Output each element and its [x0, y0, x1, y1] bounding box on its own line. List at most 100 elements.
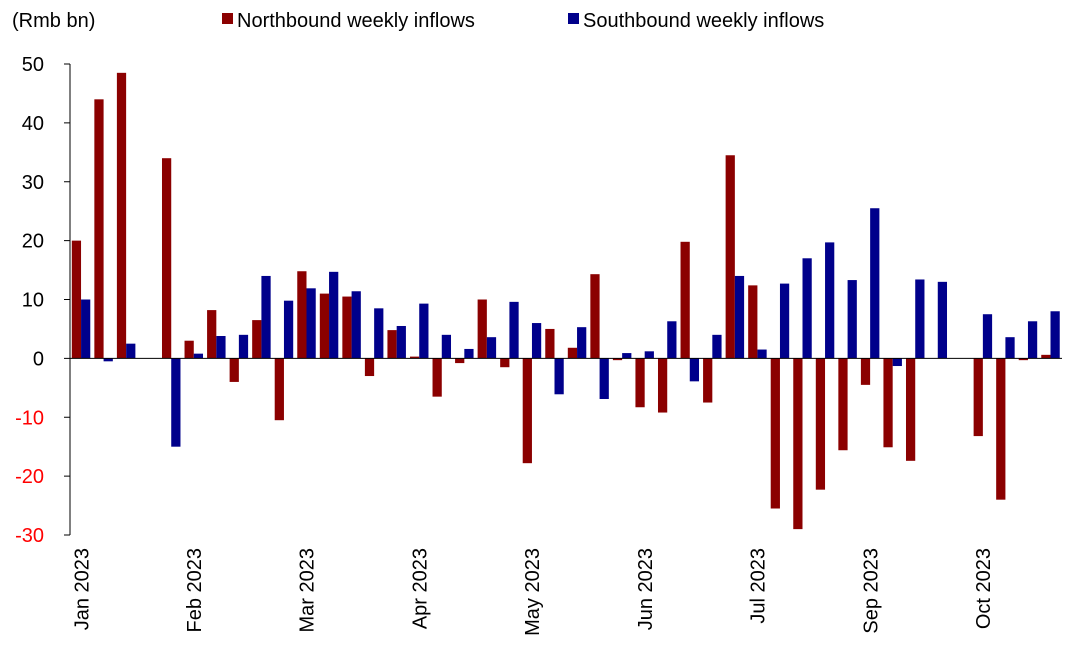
northbound-bar	[522, 358, 532, 464]
southbound-bar	[1050, 311, 1060, 359]
northbound-bar	[996, 358, 1006, 500]
southbound-bar	[757, 349, 767, 359]
southbound-bar	[779, 283, 790, 359]
y-tick-label: 30	[22, 172, 44, 194]
northbound-bar	[793, 358, 803, 530]
southbound-bar	[1005, 337, 1015, 359]
y-tick-label: 10	[22, 290, 44, 312]
legend-label-northbound: Northbound weekly inflows	[237, 10, 475, 32]
northbound-bar	[567, 347, 578, 359]
northbound-bar	[364, 358, 375, 377]
legend-label-southbound: Southbound weekly inflows	[583, 10, 824, 32]
northbound-bar	[455, 358, 465, 364]
southbound-bar	[261, 275, 271, 359]
northbound-bar	[860, 358, 871, 385]
x-tick-label: Jul 2023	[748, 548, 770, 624]
southbound-bar	[802, 258, 812, 359]
southbound-bar	[1027, 321, 1038, 359]
x-tick-label: May 2023	[522, 548, 544, 636]
northbound-bar	[905, 358, 916, 461]
southbound-bar	[374, 308, 384, 359]
northbound-bar	[680, 241, 690, 359]
southbound-bar	[171, 358, 181, 447]
southbound-bar	[126, 343, 136, 359]
southbound-bar	[599, 358, 609, 399]
northbound-bar	[770, 358, 780, 509]
northbound-bar	[590, 274, 600, 359]
y-tick-label: -20	[15, 466, 44, 488]
northbound-bar	[1041, 354, 1051, 359]
northbound-bar	[161, 158, 172, 359]
southbound-bar	[870, 208, 880, 359]
northbound-bar	[184, 340, 194, 359]
legend-swatch-northbound	[222, 13, 233, 24]
y-tick-label: -10	[15, 407, 44, 429]
y-tick-label: 40	[22, 113, 44, 135]
northbound-bar	[838, 358, 848, 451]
northbound-bar	[725, 155, 735, 359]
northbound-bar	[1018, 358, 1028, 361]
southbound-bar	[667, 321, 677, 359]
northbound-bar	[297, 271, 307, 359]
x-tick-label: Feb 2023	[184, 548, 206, 633]
x-tick-label: Mar 2023	[297, 548, 319, 633]
southbound-bar	[689, 358, 700, 382]
southbound-bar	[103, 358, 113, 362]
northbound-bar	[748, 285, 758, 359]
southbound-bar	[531, 323, 542, 359]
y-tick-label: 20	[22, 231, 44, 253]
x-tick-label: Jun 2023	[635, 548, 657, 630]
northbound-bar	[432, 358, 442, 397]
northbound-bar	[883, 358, 893, 448]
northbound-bar	[274, 358, 284, 421]
northbound-bar	[545, 328, 555, 359]
y-tick-label: 50	[22, 54, 44, 76]
southbound-bar	[982, 314, 993, 359]
x-tick-label: Apr 2023	[409, 548, 431, 629]
southbound-bar	[81, 299, 91, 359]
southbound-bar	[396, 325, 406, 359]
southbound-bar	[419, 303, 429, 359]
northbound-bar	[973, 358, 983, 437]
northbound-bar	[387, 330, 397, 359]
northbound-bar	[612, 358, 623, 361]
southbound-bar	[464, 348, 474, 359]
southbound-bar	[509, 301, 519, 359]
northbound-bar	[116, 72, 127, 359]
southbound-bar	[825, 242, 835, 359]
southbound-bar	[554, 358, 564, 395]
northbound-bar	[703, 358, 713, 403]
southbound-bar	[644, 351, 654, 359]
southbound-bar	[937, 281, 948, 359]
southbound-bar	[193, 353, 204, 359]
southbound-bar	[734, 275, 745, 359]
northbound-bar	[207, 310, 217, 359]
southbound-bar	[892, 358, 902, 367]
northbound-bar	[635, 358, 645, 408]
northbound-bar	[500, 358, 510, 368]
southbound-bar	[216, 336, 226, 359]
northbound-bar	[815, 358, 826, 490]
northbound-bar	[477, 299, 487, 359]
southbound-bar	[441, 334, 452, 359]
northbound-bar	[342, 296, 352, 359]
x-tick-label: Sep 2023	[860, 548, 882, 634]
northbound-bar	[94, 99, 104, 359]
northbound-bar	[71, 240, 82, 359]
southbound-bar	[329, 271, 339, 359]
southbound-bar	[712, 334, 722, 359]
northbound-bar	[409, 356, 420, 359]
southbound-bar	[351, 291, 361, 359]
y-tick-label: 0	[33, 348, 44, 370]
southbound-bar	[915, 279, 925, 359]
x-tick-label: Jan 2023	[71, 548, 93, 630]
southbound-bar	[622, 353, 632, 359]
northbound-bar	[229, 358, 239, 382]
southbound-bar	[283, 300, 294, 359]
northbound-bar	[252, 320, 262, 359]
southbound-bar	[577, 327, 587, 359]
northbound-bar	[657, 358, 668, 413]
northbound-bar	[319, 293, 330, 359]
southbound-bar	[847, 280, 857, 359]
